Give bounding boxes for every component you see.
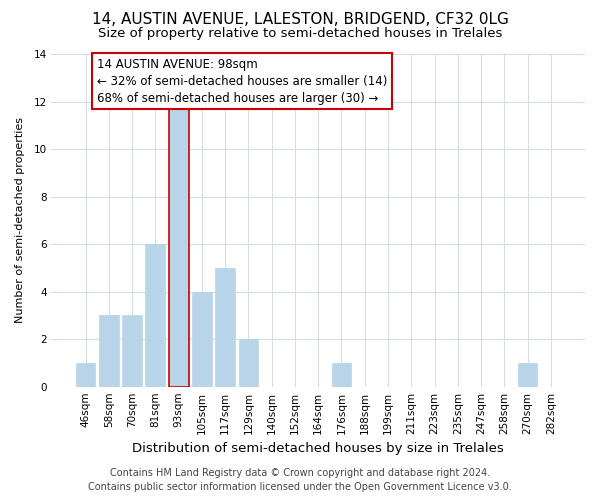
Bar <box>239 339 259 386</box>
Bar <box>332 363 352 386</box>
Bar <box>169 102 188 387</box>
Bar <box>518 363 538 386</box>
Bar <box>76 363 95 386</box>
Y-axis label: Number of semi-detached properties: Number of semi-detached properties <box>15 118 25 324</box>
Bar <box>122 316 142 386</box>
Bar <box>215 268 235 386</box>
Text: Contains HM Land Registry data © Crown copyright and database right 2024.
Contai: Contains HM Land Registry data © Crown c… <box>88 468 512 492</box>
Bar <box>145 244 165 386</box>
Text: 14 AUSTIN AVENUE: 98sqm
← 32% of semi-detached houses are smaller (14)
68% of se: 14 AUSTIN AVENUE: 98sqm ← 32% of semi-de… <box>97 58 388 104</box>
Text: Size of property relative to semi-detached houses in Trelales: Size of property relative to semi-detach… <box>98 28 502 40</box>
Bar <box>99 316 119 386</box>
X-axis label: Distribution of semi-detached houses by size in Trelales: Distribution of semi-detached houses by … <box>133 442 504 455</box>
Bar <box>192 292 212 386</box>
Text: 14, AUSTIN AVENUE, LALESTON, BRIDGEND, CF32 0LG: 14, AUSTIN AVENUE, LALESTON, BRIDGEND, C… <box>92 12 508 28</box>
